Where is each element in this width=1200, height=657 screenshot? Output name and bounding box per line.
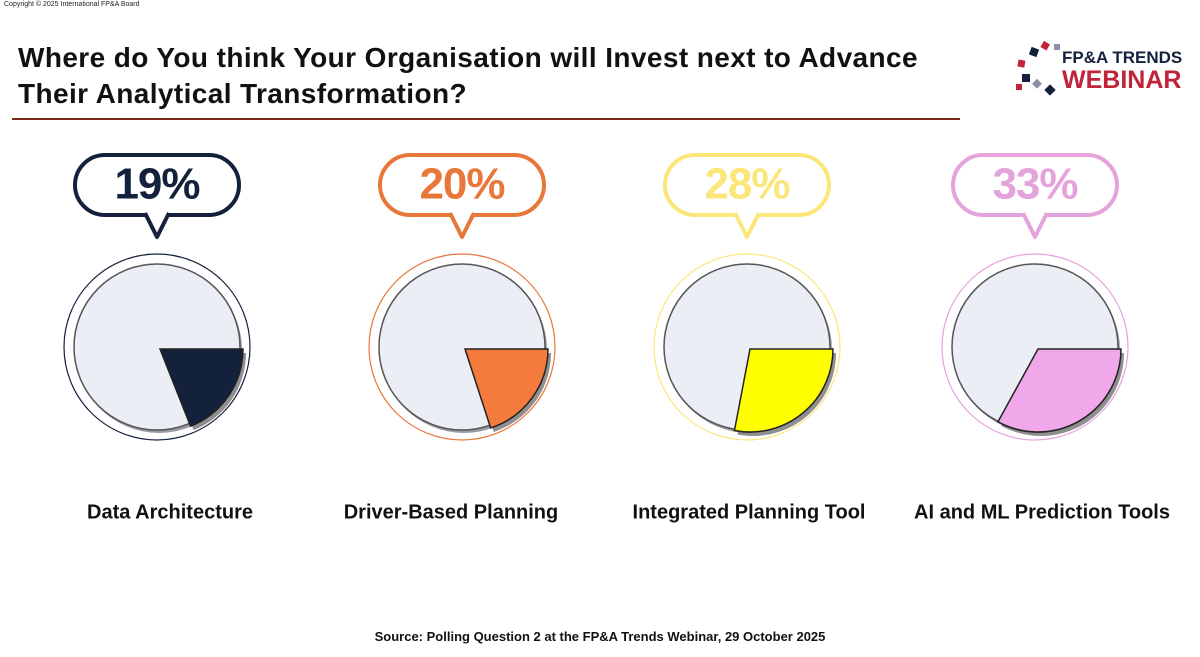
- logo-text: WEBINAR: [1062, 66, 1182, 94]
- pie-ring: [368, 253, 556, 441]
- logo-text: FP&A TRENDS: [1062, 48, 1183, 67]
- pie-slice: [158, 348, 244, 428]
- source-note: Source: Polling Question 2 at the FP&A T…: [374, 629, 826, 644]
- speech-pointer: [733, 212, 761, 239]
- value-label: 20%: [419, 160, 504, 209]
- speech-pointer: [1021, 212, 1049, 239]
- value-label: 33%: [992, 160, 1077, 209]
- pie-ring: [653, 253, 841, 441]
- pie-slice: [733, 348, 834, 433]
- copyright: Copyright © 2025 International FP&A Boar…: [4, 1, 140, 8]
- category-label: Integrated Planning Tool: [633, 501, 866, 523]
- speech-pointer: [448, 212, 476, 239]
- pie-ring: [63, 253, 251, 441]
- value-label: 19%: [114, 160, 199, 209]
- pie-slice: [463, 348, 549, 429]
- chart-title: Where do You think Your Organisation wil…: [18, 42, 918, 109]
- category-label: Data Architecture: [87, 501, 253, 523]
- category-label: AI and ML Prediction Tools: [914, 501, 1170, 523]
- speech-pointer: [143, 212, 171, 239]
- logo-mark: [1016, 40, 1060, 96]
- pie-slice: [996, 348, 1122, 433]
- title-rule: [12, 118, 960, 120]
- pie-ring: [941, 253, 1129, 441]
- category-label: Driver-Based Planning: [344, 501, 559, 523]
- value-label: 28%: [704, 160, 789, 209]
